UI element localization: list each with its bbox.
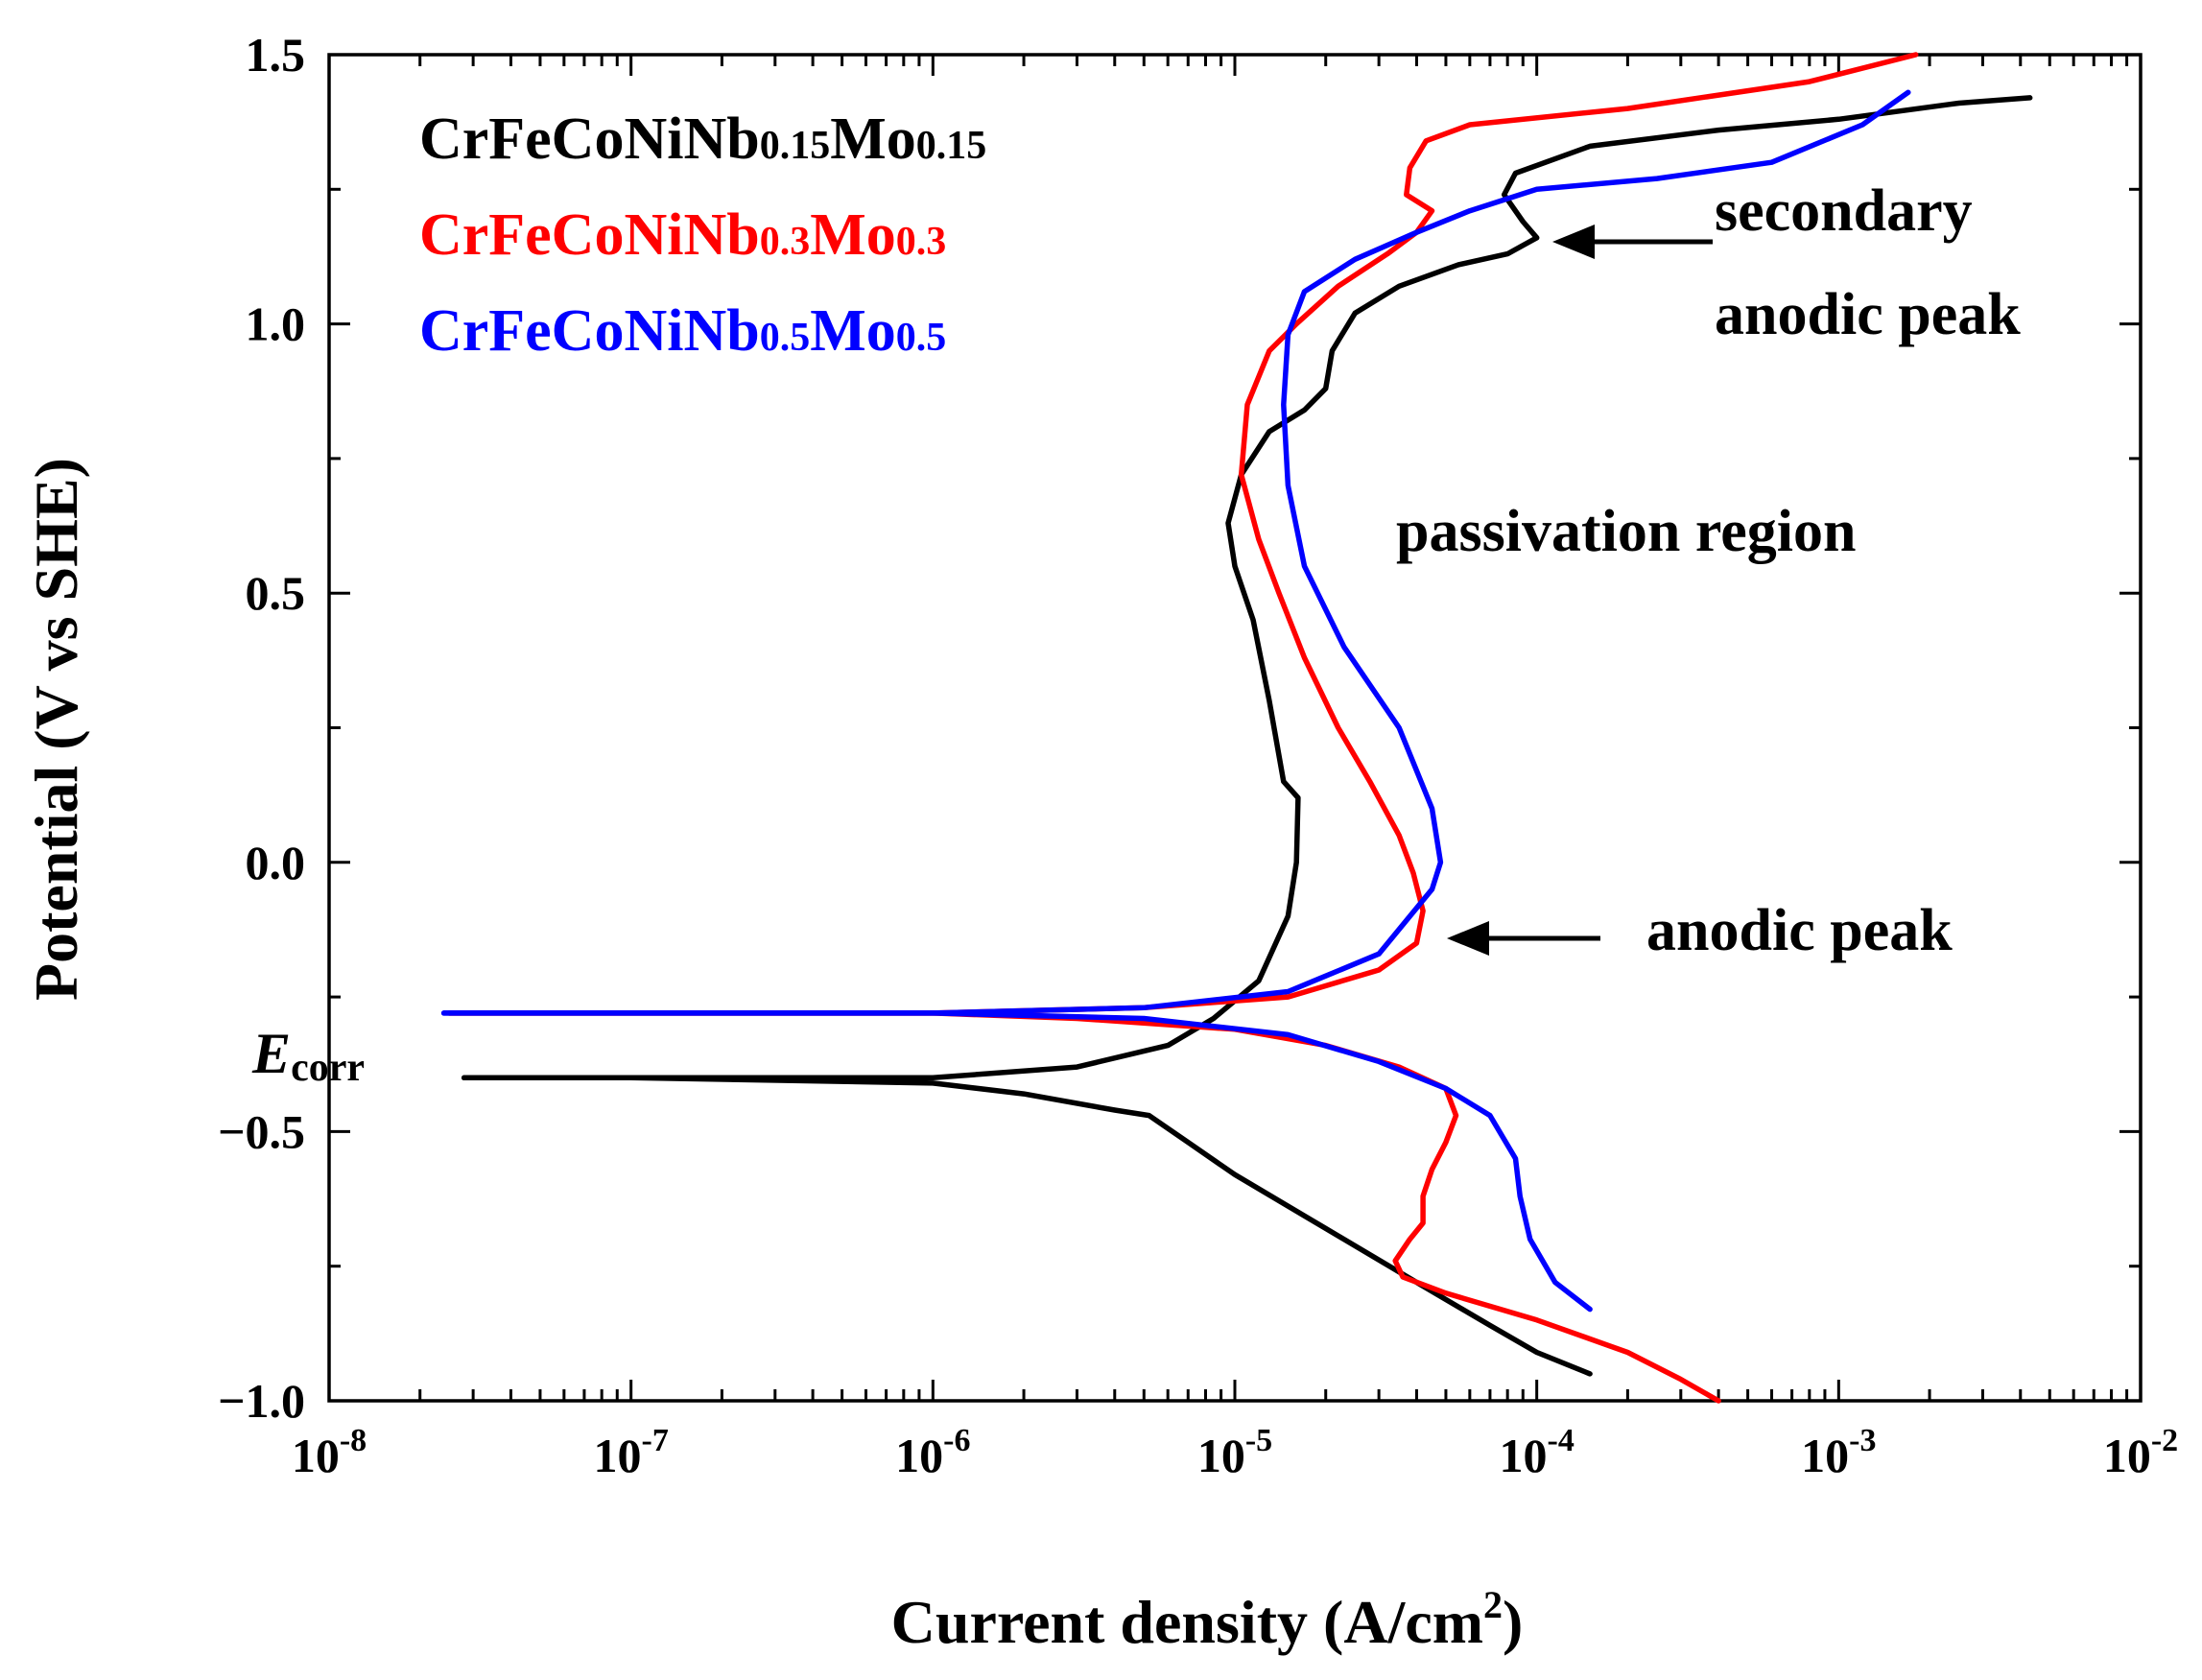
annotation-ecorr: Ecorr <box>251 1022 365 1090</box>
x-tick-exponent: -8 <box>340 1423 367 1458</box>
x-tick-exponent: -7 <box>642 1423 669 1458</box>
legend-text-part: CrFeCoNiNb <box>419 202 760 268</box>
x-tick-exponent: -3 <box>1849 1423 1876 1458</box>
x-tick-exponent: -6 <box>943 1423 970 1458</box>
legend-text-part: Mo <box>810 298 896 364</box>
legend-entry-1: CrFeCoNiNb0.15Mo0.15 <box>419 106 986 172</box>
legend-text-part: Mo <box>830 106 916 172</box>
x-tick-label: 10-4 <box>1500 1423 1575 1482</box>
y-tick-label: 1.5 <box>246 28 306 82</box>
legend-subscript: 0.15 <box>760 124 831 168</box>
legend-subscript: 0.15 <box>916 124 987 168</box>
x-tick-base: 10 <box>1500 1429 1548 1482</box>
series-3-anodic-line <box>440 89 1911 1016</box>
annotation-secondary-line2: anodic peak <box>1715 282 2021 347</box>
legend-entry-3: CrFeCoNiNb0.5Mo0.5 <box>419 298 946 364</box>
secondary-peak-arrow <box>1552 225 1713 259</box>
annotation-anodic-peak: anodic peak <box>1646 898 1953 963</box>
y-tick-label: 0.5 <box>246 566 306 620</box>
series-2-anodic-line <box>446 52 1919 1016</box>
x-tick-exponent: -5 <box>1245 1423 1272 1458</box>
y-axis-ticks <box>329 53 2141 1403</box>
x-tick-base: 10 <box>1801 1429 1849 1482</box>
annotation-secondary-line1: secondary <box>1715 178 1973 244</box>
y-axis-title: Potential (V vs SHE) <box>22 458 90 1001</box>
legend-entry-2: CrFeCoNiNb0.3Mo0.3 <box>419 202 946 268</box>
ecorr-E: E <box>251 1022 291 1085</box>
x-tick-label: 10-2 <box>2103 1423 2178 1482</box>
series-layer <box>440 52 2033 1404</box>
annotations: secondary anodic peak passivation region… <box>251 178 2021 1090</box>
legend: CrFeCoNiNb0.15Mo0.15CrFeCoNiNb0.3Mo0.3Cr… <box>419 106 986 364</box>
x-axis-ticks <box>327 55 2129 1401</box>
x-tick-base: 10 <box>895 1429 943 1482</box>
legend-subscript: 0.5 <box>760 316 811 360</box>
x-tick-label: 10-6 <box>895 1423 970 1482</box>
series-3-cathodic-line <box>440 1010 1593 1313</box>
legend-text-part: CrFeCoNiNb <box>419 298 760 364</box>
x-tick-exponent: -2 <box>2151 1423 2178 1458</box>
ecorr-sub: corr <box>291 1046 365 1090</box>
y-tick-label: 1.0 <box>246 297 306 351</box>
x-tick-base: 10 <box>594 1429 642 1482</box>
series-2-cathodic-line <box>446 1010 1721 1404</box>
y-axis-tick-labels: −1.0 −0.5 0.0 0.5 1.0 1.5 <box>218 28 305 1428</box>
legend-subscript: 0.5 <box>896 316 947 360</box>
x-axis-title: Current density (A/cm2) <box>891 1583 1524 1656</box>
y-tick-label: −1.0 <box>218 1374 305 1428</box>
series-3 <box>440 89 1911 1313</box>
legend-subscript: 0.3 <box>760 220 811 264</box>
x-axis-title-sup: 2 <box>1483 1583 1503 1626</box>
x-tick-exponent: -4 <box>1548 1423 1575 1458</box>
annotation-passivation-region: passivation region <box>1396 499 1856 564</box>
x-tick-label: 10-7 <box>594 1423 669 1482</box>
series-1-cathodic-line <box>461 1075 1593 1377</box>
anodic-peak-arrow <box>1447 921 1600 956</box>
x-tick-base: 10 <box>292 1429 340 1482</box>
legend-text-part: CrFeCoNiNb <box>419 106 760 172</box>
x-tick-label: 10-3 <box>1801 1423 1876 1482</box>
x-tick-label: 10-5 <box>1197 1423 1272 1482</box>
y-tick-label: 0.0 <box>246 836 306 889</box>
y-tick-label: −0.5 <box>218 1104 305 1158</box>
x-tick-label: 10-8 <box>292 1423 367 1482</box>
legend-subscript: 0.3 <box>896 220 947 264</box>
x-axis-title-main: Current density (A/cm <box>891 1588 1483 1656</box>
legend-text-part: Mo <box>810 202 896 268</box>
x-tick-base: 10 <box>2103 1429 2151 1482</box>
x-axis-tick-labels: 10-8 10-7 10-6 10-5 10-4 10-3 10-2 <box>292 1423 2178 1482</box>
x-axis-title-close: ) <box>1503 1588 1523 1656</box>
x-tick-base: 10 <box>1197 1429 1245 1482</box>
